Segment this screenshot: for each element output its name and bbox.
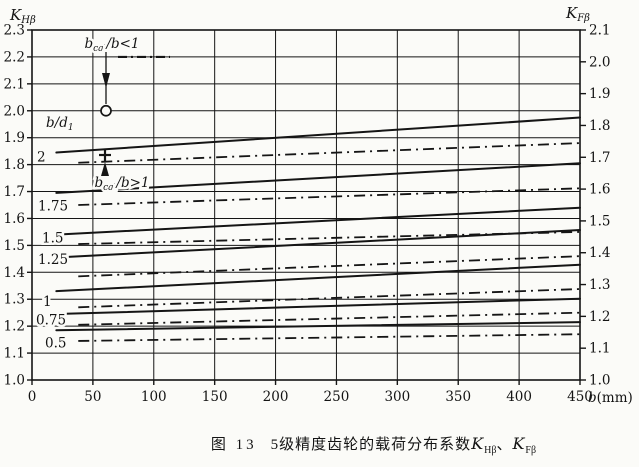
left-tick-label: 1.3 (4, 292, 25, 308)
bottom-tick-label: 350 (445, 389, 471, 405)
x-axis-unit-label: b(mm) (588, 390, 633, 406)
right-tick-label: 1.5 (589, 213, 610, 229)
left-tick-label: 1.6 (4, 211, 25, 227)
left-tick-label: 2.3 (4, 23, 25, 39)
left-tick-label: 1.7 (4, 184, 25, 200)
curve-solid-bd1 (55, 263, 581, 293)
series-param-label: b/d1 (46, 115, 74, 133)
group-label-bd1: 1 (43, 294, 52, 310)
gridlines (31, 29, 581, 381)
circle-marker-icon (100, 104, 112, 117)
curve-dashdot-bd2 (78, 142, 581, 164)
arrow-head-down-icon (102, 73, 110, 88)
bottom-tick-label: 150 (202, 389, 228, 405)
curve-solid-bd0.75 (55, 297, 581, 316)
group-label-bd1.25: 1.25 (38, 252, 68, 268)
curve-solid-bd1.5 (55, 206, 581, 236)
bottom-tick-label: 300 (384, 389, 410, 405)
chart-canvas: 2.3 2.2 2.1 2.0 1.9 1.8 1.7 1.6 1.5 1.4 1.3 1.2 1.1 1… (4, 4, 633, 406)
right-tick-label: 1.2 (589, 309, 610, 325)
right-tick-label: 1.8 (589, 118, 610, 134)
bottom-tick-label: 250 (324, 389, 350, 405)
arrow-head-up-icon (101, 162, 109, 176)
left-tick-label: 1.9 (4, 130, 25, 146)
caption-KHb-symbol: KHβ (471, 434, 497, 456)
bottom-tick-label: 0 (28, 389, 37, 405)
left-tick-label: 2.0 (4, 103, 25, 119)
left-tick-label: 1.5 (4, 238, 25, 254)
figure-caption: 图 13 5级精度齿轮的载荷分布系数KHβ、KFβ (0, 433, 639, 456)
curve-solid-bd0.5 (55, 321, 581, 332)
curve-solid-bd2 (55, 116, 581, 154)
group-label-bd1.5: 1.5 (42, 231, 63, 247)
gear-load-distribution-chart: 2.3 2.2 2.1 2.0 1.9 1.8 1.7 1.6 1.5 1.4 1.3 1.2 1.1 1… (4, 4, 633, 406)
curve-dashdot-bd1.75 (78, 187, 581, 206)
bottom-tick-label: 450 (567, 389, 593, 405)
curve-solid-bd1.75 (55, 162, 581, 194)
annotation-bcal-lt-1: bcal/b<1 (84, 36, 139, 54)
bottom-tick-label: 400 (506, 389, 532, 405)
right-tick-label: 1.3 (589, 277, 610, 293)
group-label-bd0.5: 0.5 (45, 336, 66, 352)
right-tick-label: 1.1 (589, 341, 610, 357)
left-tick-label: 2.1 (4, 76, 25, 92)
curve-dashdot-bd1.25 (78, 255, 581, 278)
left-tick-label: 1.4 (4, 265, 25, 281)
bottom-tick-label: 200 (263, 389, 289, 405)
left-tick-label: 1.0 (4, 373, 25, 389)
curve-dashdot-bd1 (78, 288, 581, 309)
plot-border (31, 29, 581, 381)
left-tick-label: 2.2 (4, 49, 25, 65)
right-tick-label: 2.1 (589, 23, 610, 39)
caption-text: 5级精度齿轮的载荷分布系数 (270, 437, 472, 453)
bottom-tick-label: 50 (84, 389, 101, 405)
left-tick-label: 1.1 (4, 346, 25, 362)
group-label-bd0.75: 0.75 (36, 313, 66, 329)
curve-dashdot-bd0.75 (78, 311, 581, 326)
curve-dashdot-bd0.5 (78, 333, 581, 342)
bottom-tick-label: 100 (141, 389, 167, 405)
curve-solid-bd1.25 (55, 229, 581, 259)
annotation-bcal-gt-1: bcal/b>1 (94, 175, 149, 193)
axis-labels: 2.3 2.2 2.1 2.0 1.9 1.8 1.7 1.6 1.5 1.4 1.3 1.2 1.1 1… (4, 23, 611, 406)
left-tick-label: 1.2 (4, 319, 25, 335)
curves (55, 116, 581, 342)
left-tick-label: 1.8 (4, 157, 25, 173)
right-tick-label: 1.9 (589, 86, 610, 102)
right-tick-label: 1.6 (589, 182, 610, 198)
caption-KFb-symbol: KFβ (512, 434, 537, 456)
right-tick-label: 1.0 (589, 373, 610, 389)
group-label-bd1.75: 1.75 (38, 198, 68, 214)
left-axis-title: KHβ (9, 6, 36, 26)
group-label-bd2: 2 (37, 150, 46, 166)
right-tick-label: 1.4 (589, 245, 610, 261)
right-axis-title: KFβ (565, 4, 590, 24)
figure-number: 图 13 (210, 437, 257, 453)
right-tick-label: 1.7 (589, 150, 610, 166)
right-tick-label: 2.0 (589, 54, 610, 70)
caption-separator: 、 (496, 437, 513, 453)
